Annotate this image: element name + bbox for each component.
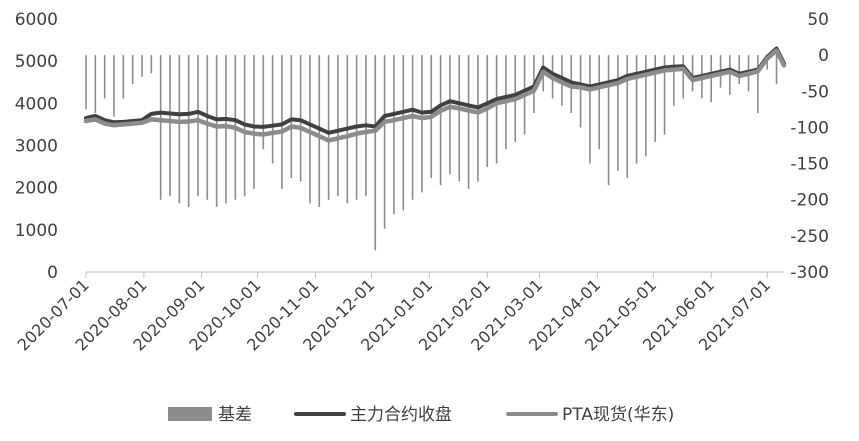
legend-label-2: PTA现货(华东)	[562, 405, 674, 425]
legend: 基差 主力合约收盘 PTA现货(华东)	[168, 405, 674, 425]
y-left-tick-label: 0	[47, 263, 58, 283]
series-line-2	[83, 48, 787, 143]
y-right-tick-label: -150	[790, 155, 829, 175]
legend-swatch-0	[168, 407, 212, 421]
y-left-tick-label: 2000	[15, 179, 58, 199]
basis-bars	[85, 55, 778, 251]
y-left-tick-label: 1000	[15, 221, 58, 241]
legend-label-1: 主力合约收盘	[350, 405, 452, 425]
y-right-tick-label: -200	[790, 191, 829, 211]
y-right-tick-label: 50	[807, 10, 829, 30]
price-lines	[83, 46, 787, 143]
y-left-tick-label: 4000	[15, 94, 58, 114]
legend-label-0: 基差	[218, 405, 252, 425]
y-left-tick-label: 5000	[15, 52, 58, 72]
y-right-tick-label: 0	[818, 46, 829, 66]
y-right-tick-label: -250	[790, 227, 829, 247]
y-right-tick-label: -300	[790, 263, 829, 283]
y-left-tick-label: 6000	[15, 10, 58, 30]
y-left-tick-label: 3000	[15, 137, 58, 157]
series-line-1	[84, 46, 786, 135]
y-right-tick-label: -50	[801, 82, 829, 102]
y-right-tick-label: -100	[790, 118, 829, 138]
